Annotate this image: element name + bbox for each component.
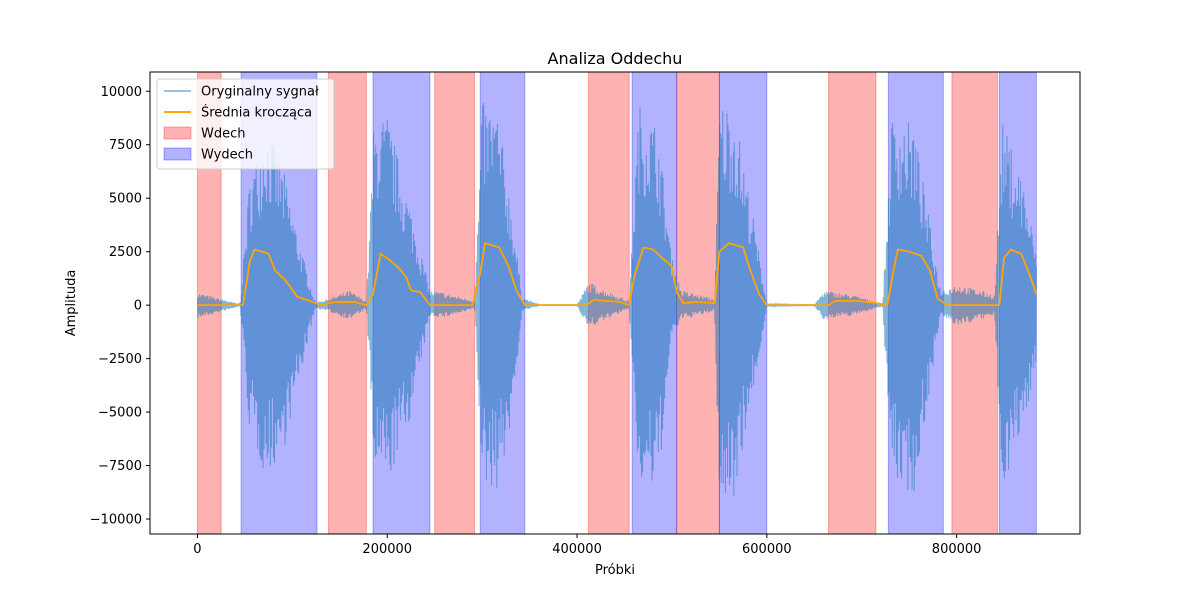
y-axis-label: Amplituda [64, 270, 79, 337]
y-tick-label: 10000 [101, 85, 142, 100]
y-tick-label: −10000 [90, 513, 142, 528]
axes-frame [149, 71, 1081, 535]
moving-average-layer [197, 241, 1038, 307]
chart-title: Analiza Oddechu [548, 49, 683, 68]
y-tick-label: 5000 [109, 192, 142, 207]
legend: Oryginalny sygnał Średnia krocząca Wdech Wy… [156, 78, 335, 170]
y-tick-label: −2500 [98, 352, 142, 367]
original-signal-layer [196, 102, 1037, 496]
y-tick-label: 0 [134, 299, 142, 314]
x-tick-label: 400000 [552, 542, 602, 557]
y-tick-label: 2500 [109, 245, 142, 260]
legend-label: Wdech [201, 127, 246, 142]
legend-label: Oryginalny sygnał [201, 85, 319, 100]
x-axis-label: Próbki [595, 563, 635, 578]
y-tick-label: −7500 [98, 459, 142, 474]
x-tick-label: 200000 [362, 542, 412, 557]
x-axis-ticks: 0 200000 400000 600000 800000 [193, 534, 981, 557]
legend-label: Średnia krocząca [201, 105, 312, 121]
x-tick-label: 600000 [742, 542, 792, 557]
series-original-signal [196, 102, 1037, 496]
x-tick-label: 800000 [932, 542, 982, 557]
y-axis-ticks: −10000 −7500 −5000 −2500 0 2500 5000 7500 10000 [90, 85, 150, 528]
legend-swatch [163, 126, 192, 140]
legend-swatch [163, 147, 192, 161]
y-tick-label: 7500 [109, 138, 142, 153]
y-tick-label: −5000 [98, 406, 142, 421]
series-moving-average [197, 241, 1038, 307]
x-tick-label: 0 [193, 542, 201, 557]
legend-label: Wydech [201, 148, 253, 163]
legend-box [156, 78, 335, 170]
